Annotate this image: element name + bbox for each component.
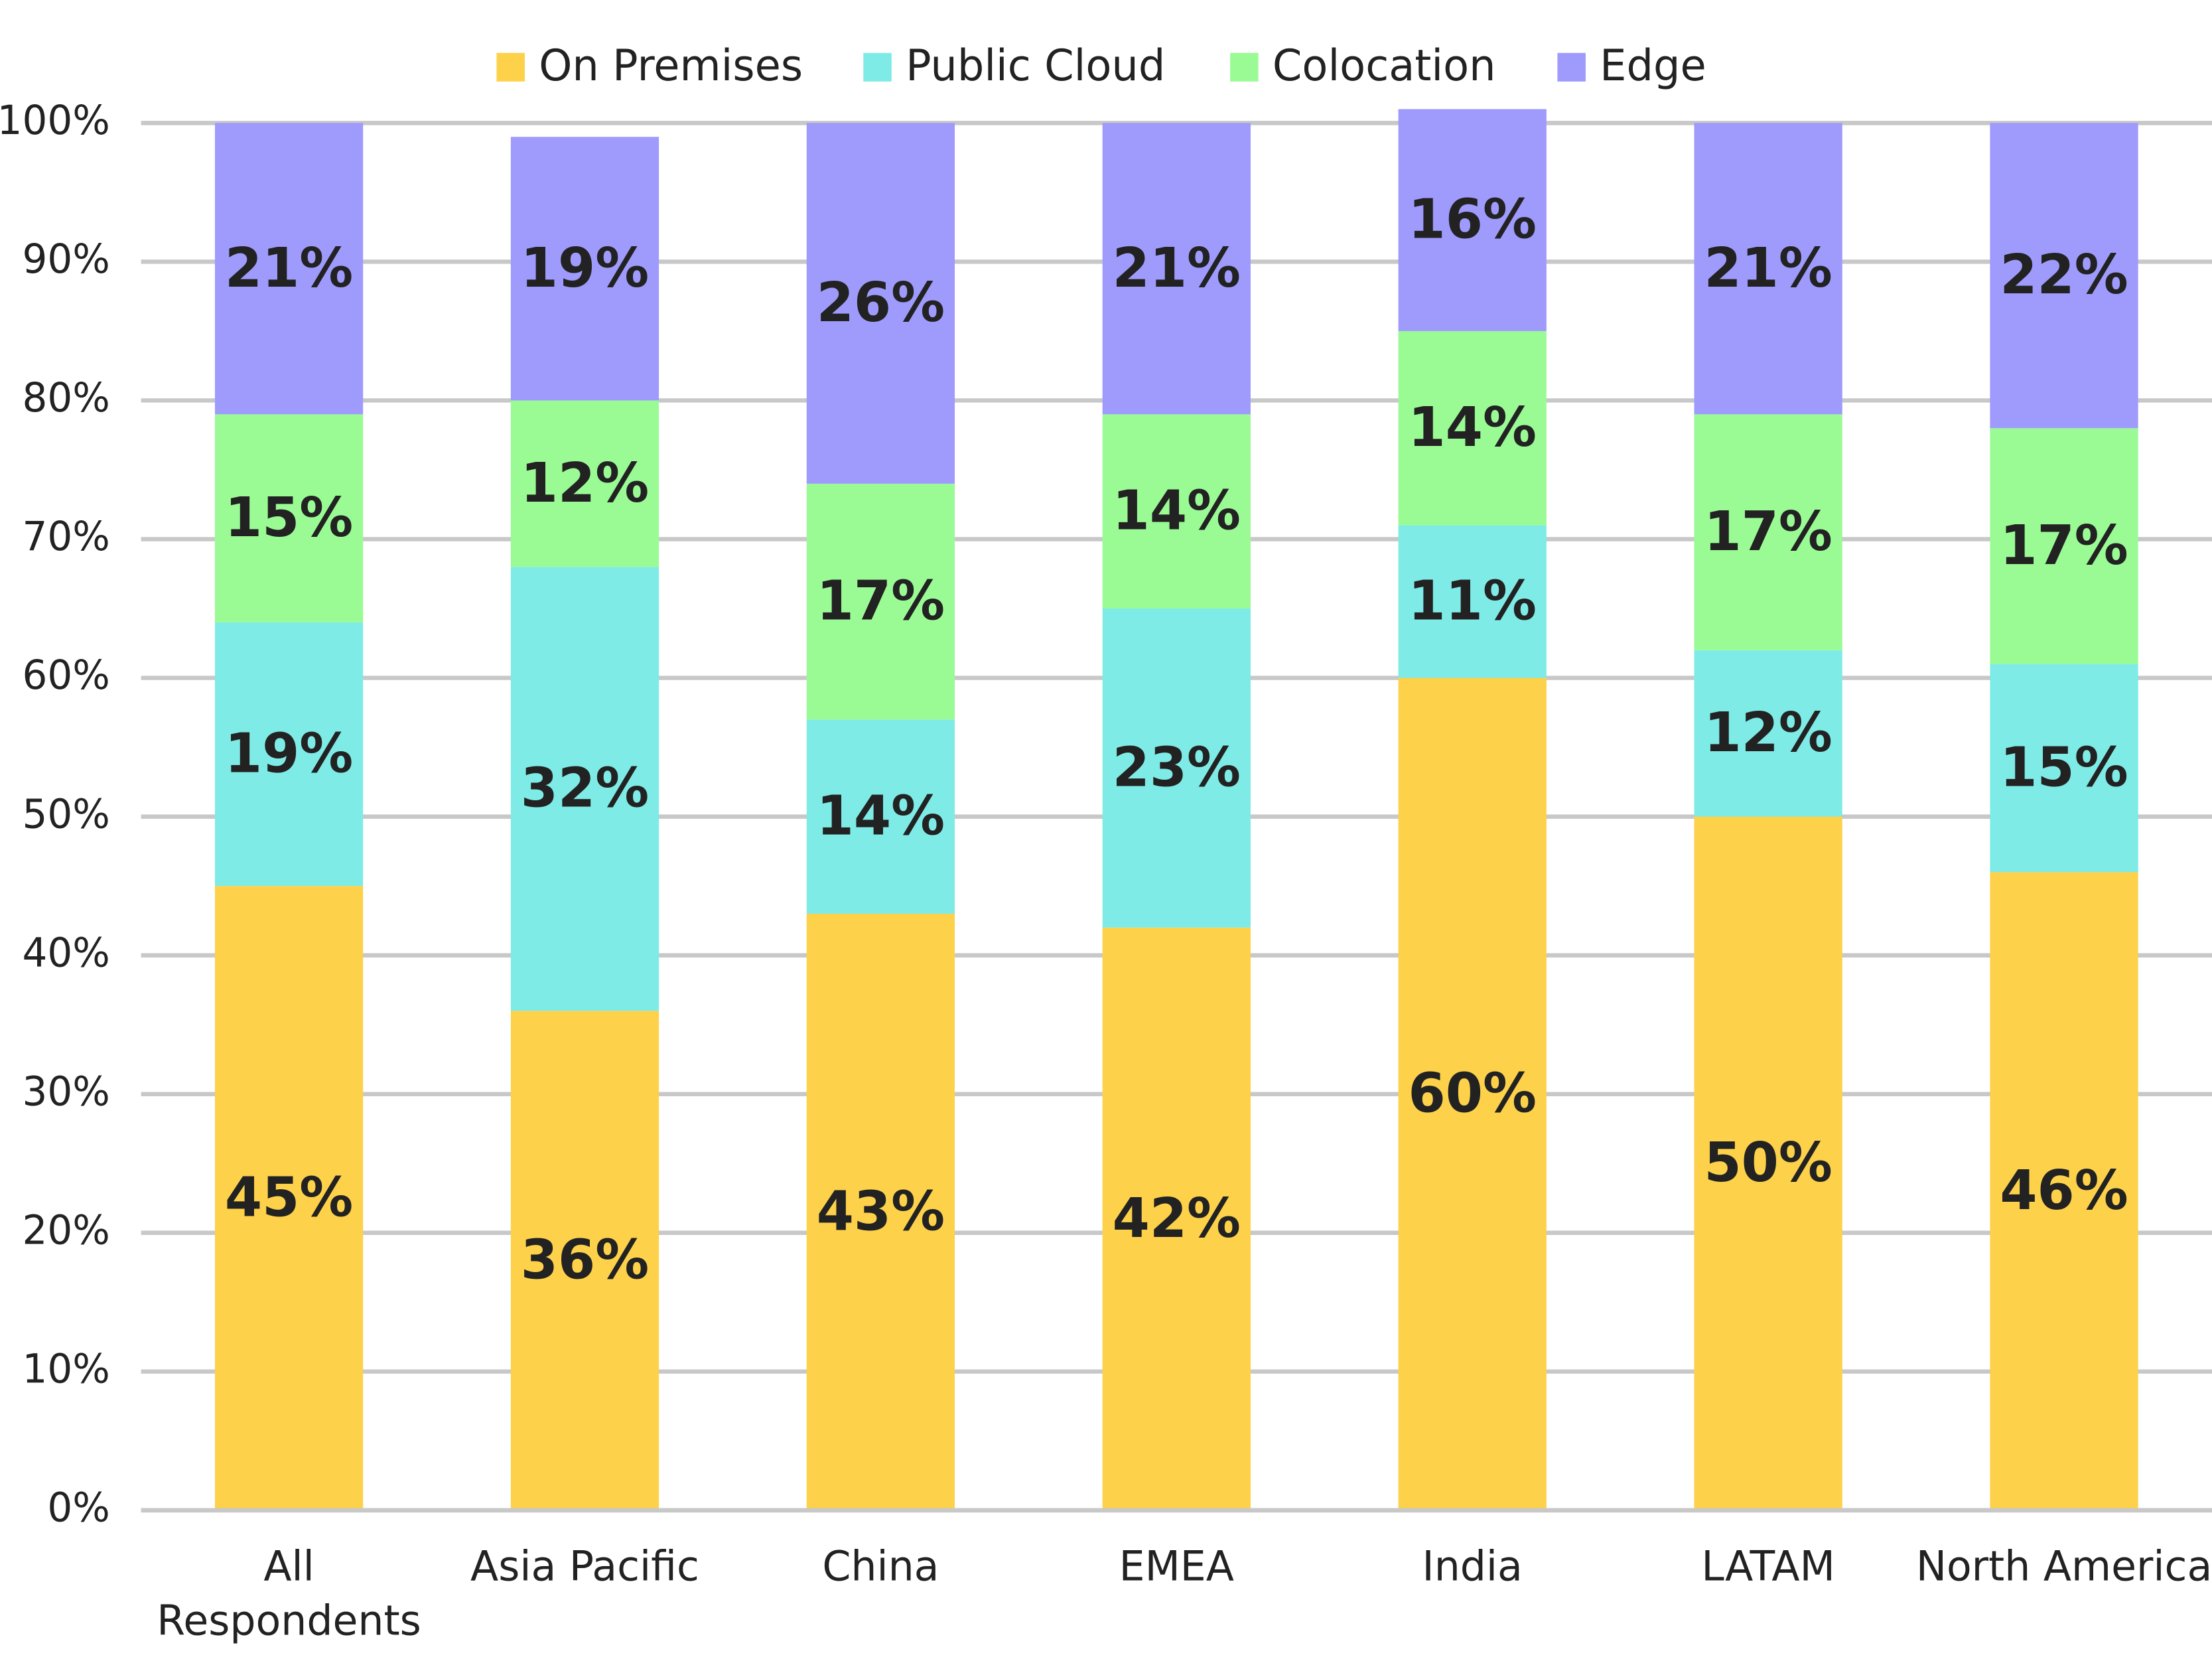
data-label: 14% [1409, 396, 1537, 460]
data-label: 21% [225, 236, 353, 300]
x-tick-label-box: LATAM [1701, 1542, 1835, 1591]
y-tick-label: 10% [23, 1346, 110, 1392]
data-label: 45% [225, 1166, 353, 1230]
bar-segment [1398, 330, 1547, 526]
bar-segment [806, 123, 955, 484]
x-tick-label: China [822, 1542, 939, 1591]
bar-segment [214, 622, 364, 887]
x-tick-label: LATAM [1701, 1542, 1835, 1591]
bar-segment [1398, 678, 1547, 1510]
bar-segment [806, 719, 955, 914]
bar-segment [1694, 414, 1842, 650]
bar-segment [1398, 109, 1547, 331]
data-label: 17% [1704, 500, 1832, 563]
legend-swatch [1557, 52, 1586, 82]
bar-segment [214, 886, 364, 1510]
x-tick-label-box: All Respondents [157, 1542, 421, 1645]
data-label: 14% [817, 784, 945, 848]
x-tick-label: Asia Pacific [470, 1542, 699, 1591]
y-tick-label: 20% [23, 1207, 110, 1254]
legend-swatch [1230, 52, 1259, 82]
x-tick-label: India [1422, 1542, 1523, 1591]
y-tick-label: 0% [47, 1484, 109, 1531]
data-label: 15% [225, 486, 353, 550]
y-tick-label: 70% [23, 514, 110, 560]
bar-segment [806, 483, 955, 720]
data-label: 14% [1113, 479, 1241, 543]
data-label: 42% [1113, 1187, 1241, 1250]
bar-segment [1102, 414, 1251, 609]
data-label: 60% [1409, 1062, 1537, 1125]
y-tick-label: 50% [23, 791, 110, 837]
legend-label: Colocation [1273, 41, 1496, 92]
data-label: 17% [2000, 514, 2128, 577]
legend-swatch [496, 52, 525, 82]
bar-segment [510, 1011, 659, 1510]
data-label: 16% [1409, 188, 1537, 252]
legend-swatch [863, 52, 892, 82]
bar-segment [1694, 123, 1842, 415]
data-label: 36% [521, 1228, 649, 1292]
legend-label: Edge [1600, 41, 1706, 92]
legend-label: Public Cloud [906, 41, 1165, 92]
data-label: 22% [2000, 244, 2128, 307]
y-tick-label: 90% [23, 236, 110, 283]
bar-segment [1990, 428, 2138, 664]
bar-segment [1102, 609, 1251, 928]
legend-label: On Premises [539, 41, 803, 92]
data-label: 12% [1704, 701, 1832, 765]
data-label: 21% [1113, 236, 1241, 300]
bar-segment [510, 567, 659, 1011]
bar-segment [1694, 816, 1842, 1510]
data-label: 43% [817, 1180, 945, 1244]
bar-segment [1990, 664, 2138, 873]
data-label: 23% [1113, 736, 1241, 800]
data-label: 15% [2000, 736, 2128, 800]
x-tick-label: EMEA [1119, 1542, 1234, 1591]
bar-segment [1694, 650, 1842, 817]
data-label: 50% [1704, 1131, 1832, 1195]
bar-segment [1990, 872, 2138, 1510]
y-tick-label: 60% [23, 652, 110, 699]
bar-segment [1102, 927, 1251, 1510]
data-label: 19% [521, 236, 649, 300]
data-label: 17% [817, 569, 945, 633]
bar-segment [1398, 525, 1547, 678]
x-tick-label-box: EMEA [1119, 1542, 1234, 1591]
y-tick-label: 40% [23, 930, 110, 976]
x-tick-label-box: China [822, 1542, 939, 1591]
x-tick-label-box: Asia Pacific [470, 1542, 699, 1591]
x-tick-label: All Respondents [157, 1542, 421, 1645]
bar-segment [806, 913, 955, 1510]
bar-segment [1102, 123, 1251, 415]
data-label: 19% [225, 722, 353, 786]
bar-segment [1990, 123, 2138, 429]
bar-segment [510, 137, 659, 401]
y-tick-label: 80% [23, 375, 110, 421]
y-tick-label: 30% [23, 1068, 110, 1115]
data-label: 21% [1704, 236, 1832, 300]
bar-segment [510, 400, 659, 567]
x-tick-label-box: North America [1915, 1542, 2212, 1591]
x-tick-label-box: India [1422, 1542, 1523, 1591]
x-tick-label: North America [1915, 1542, 2212, 1591]
data-label: 32% [521, 757, 649, 820]
bar-segment [214, 414, 364, 622]
data-label: 26% [817, 271, 945, 335]
data-label: 12% [521, 451, 649, 515]
data-label: 46% [2000, 1159, 2128, 1222]
data-label: 11% [1409, 569, 1537, 633]
bar-segment [214, 123, 364, 415]
y-tick-label: 100% [0, 98, 110, 144]
